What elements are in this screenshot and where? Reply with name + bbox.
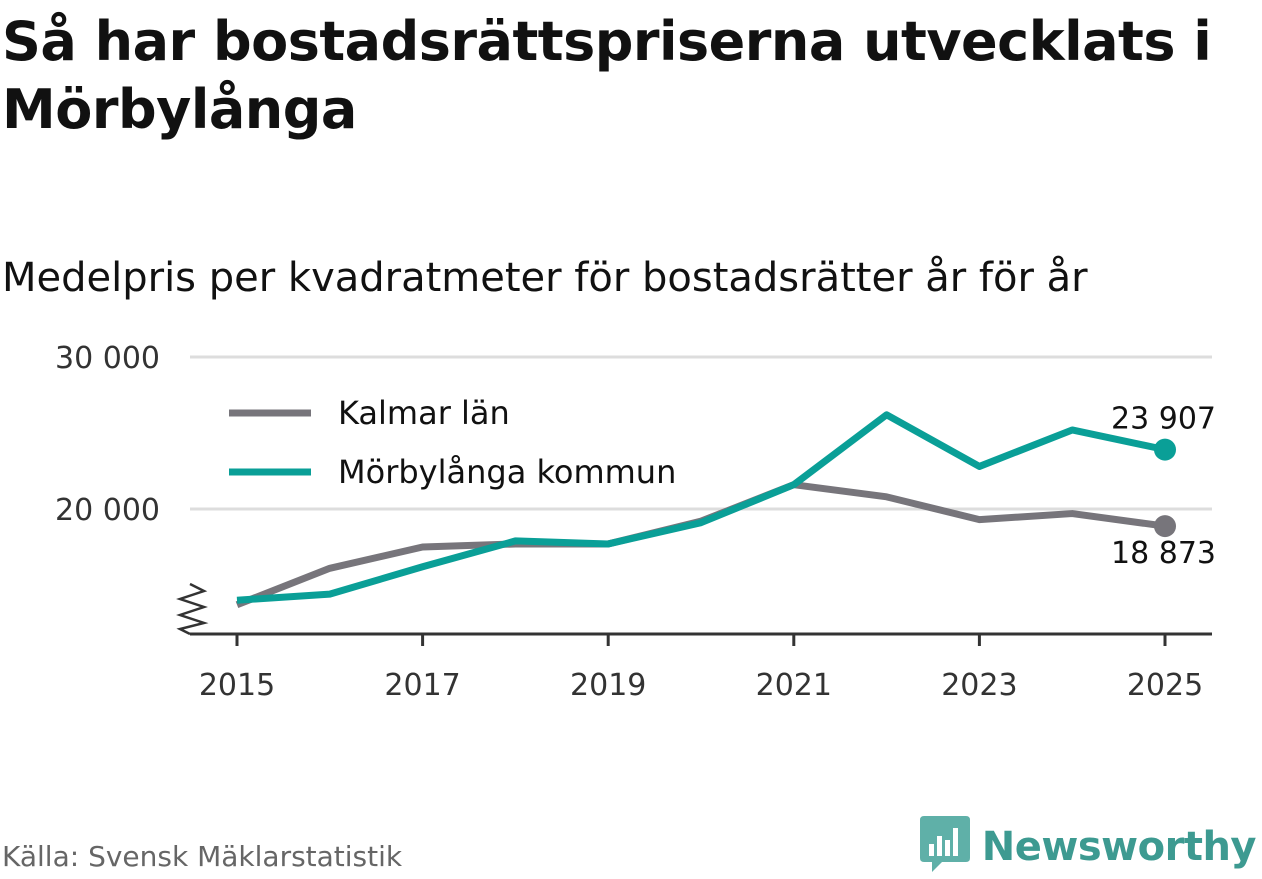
- brand-logo: Newsworthy: [919, 816, 1257, 878]
- legend-label-kalmar: Kalmar län: [338, 394, 510, 432]
- x-tick-label: 2019: [570, 668, 646, 703]
- legend: Kalmar län Mörbylånga kommun: [229, 394, 676, 491]
- data-labels: 18 873 23 907: [1111, 402, 1216, 572]
- x-tick-label: 2017: [384, 668, 460, 703]
- legend-label-morbylanga: Mörbylånga kommun: [338, 453, 676, 491]
- y-tick-label: 20 000: [55, 493, 160, 528]
- newsworthy-logo-icon: [919, 816, 970, 878]
- x-axis: 2015 2017 2019 2021 2023 2025: [176, 582, 1212, 703]
- series-line-morbylanga: [236, 411, 1166, 604]
- x-tick-label: 2025: [1127, 668, 1203, 703]
- series-lines: [235, 411, 1176, 609]
- chart-title: Så har bostadsrättspriserna utvecklats i…: [2, 10, 1212, 141]
- y-tick-label: 30 000: [55, 341, 160, 376]
- source-note: Källa: Svensk Mäklarstatistik: [2, 840, 403, 873]
- end-point-kalmar: [1154, 515, 1176, 538]
- end-label-kalmar: 18 873: [1111, 536, 1216, 571]
- chart-subtitle: Medelpris per kvadratmeter för bostadsrä…: [2, 255, 1088, 301]
- end-label-morbylanga: 23 907: [1111, 402, 1216, 437]
- brand-name: Newsworthy: [981, 824, 1257, 870]
- gridlines: 20 000 30 000: [55, 341, 1212, 528]
- series-line-kalmar: [235, 481, 1166, 609]
- end-point-morbylanga: [1154, 438, 1176, 461]
- x-tick-label: 2023: [941, 668, 1017, 703]
- x-tick-label: 2015: [199, 668, 275, 703]
- x-tick-label: 2021: [756, 668, 832, 703]
- axis-break-mark: [176, 582, 209, 636]
